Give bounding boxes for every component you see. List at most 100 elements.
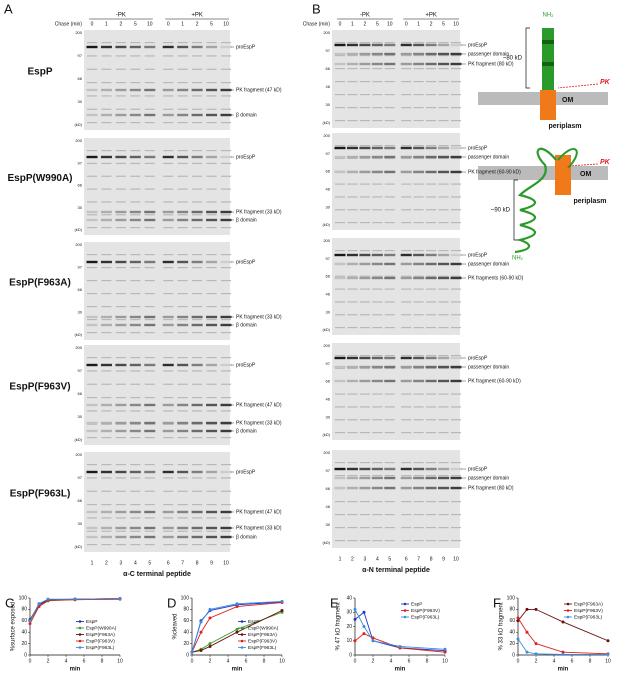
gel-band [450,155,462,159]
gel-band [101,383,112,385]
gel-band [177,175,188,177]
gel-band [191,421,203,425]
gel-band [384,486,396,490]
gel-band [335,157,345,160]
gel-band [144,477,155,479]
gel-band [87,280,97,282]
gel-band [426,94,437,96]
gel-band [101,214,112,216]
gel-band [413,68,424,70]
gel-band [129,113,141,117]
gel-band [163,383,174,385]
gel-band [451,501,461,503]
lane-number: 7 [181,560,184,566]
gel-band [335,222,345,224]
gel-band [413,146,425,150]
gel-band [220,210,232,214]
gel-band [87,55,97,57]
mw-marker: 97 [326,468,331,473]
gel-band [438,419,449,421]
gel-band [177,332,188,334]
mw-marker: 200 [75,138,82,143]
gel-band [400,170,412,174]
gel-band [115,490,126,492]
gel-band [335,432,345,434]
gel-band [87,175,97,177]
gel-band [192,437,203,439]
legend-marker [566,615,570,619]
gel-band [413,288,424,290]
gel-band [206,363,218,367]
gel-band [451,68,461,70]
gel-band [359,475,370,477]
gel-band [401,222,412,224]
gel-band [384,262,396,266]
gel-band [144,113,156,117]
gel-band [191,526,203,530]
gel-band [101,254,112,256]
gel-band [191,363,203,367]
gel-band [359,355,370,357]
gel-band [162,510,174,514]
gel-band [221,188,231,190]
gel-band [426,301,437,303]
gel-band [371,253,383,257]
gel-band [346,365,358,369]
gel-band [438,301,449,303]
gel-band [177,437,188,439]
gel-band [177,423,188,425]
gel-band [163,68,174,70]
gel-band [401,120,412,122]
gel-band [87,490,97,492]
band-label: passenger domain [468,364,509,370]
gel-band [101,504,112,506]
band-label: proEspP [236,154,256,160]
gel-band [384,462,395,464]
mw-marker: 30 [78,99,83,104]
gel-band [130,95,141,97]
gel-band [130,319,141,321]
gel-band [335,42,345,44]
gel-band [450,486,462,490]
gel-band [129,218,141,222]
gel-band [401,355,412,357]
gel-band [130,370,141,372]
gel [332,238,460,335]
gel-band [192,464,203,466]
gel-band [221,437,231,439]
gel-band [413,514,424,516]
mw-marker: (kD) [322,222,330,227]
gel-band [162,429,174,433]
gel-band [371,379,383,383]
gel-band [115,155,127,159]
gel-band [115,162,126,165]
band-label: passenger domain [468,475,509,481]
gel-band [221,150,231,152]
gel-band [438,183,449,185]
gel-band [129,421,141,425]
gel-band [115,526,127,530]
gel-band [334,276,346,280]
gel-band [372,514,383,516]
gel-band [144,214,155,216]
gel-band [438,68,449,70]
x-tick-label: 4 [553,658,556,664]
gel-band [101,150,112,152]
gel-band [87,544,97,546]
gel-band [87,370,97,372]
gel-band [400,276,412,280]
gel-band [450,170,462,174]
gel-band [162,323,174,327]
gel-band [115,45,127,49]
gel-band [438,222,449,224]
gel-band [413,356,425,360]
gel-band [129,363,141,367]
gel-name: EspP(F963A) [9,278,71,289]
mw-marker: 66 [78,391,83,396]
gel-band [144,254,155,256]
gel-band [335,68,345,70]
gel-band [221,423,231,425]
gel-band [87,477,97,479]
gel-band [438,43,450,47]
gel-band [401,68,412,70]
